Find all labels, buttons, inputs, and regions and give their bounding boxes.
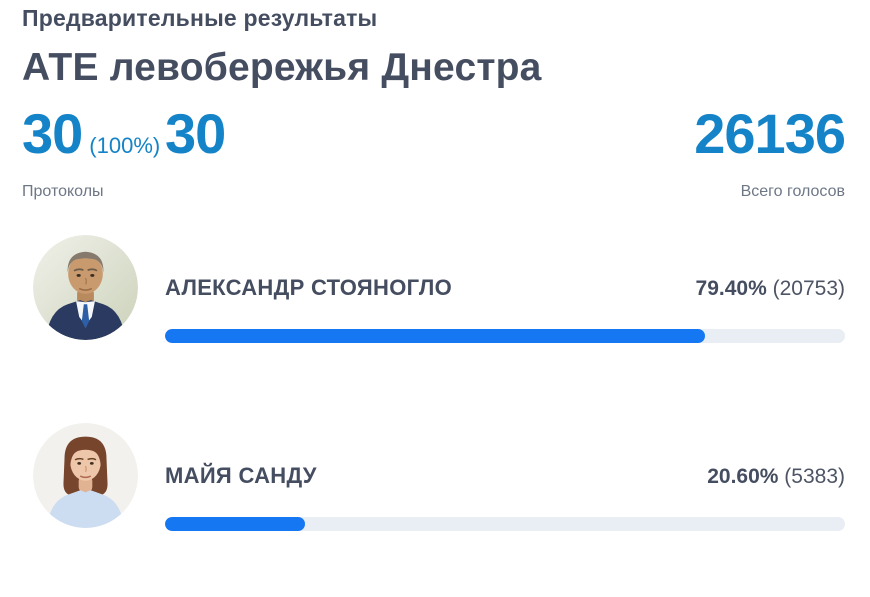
results-panel: Предварительные результаты АТЕ левобереж… xyxy=(22,5,846,531)
candidate-2-result: 20.60% (5383) xyxy=(707,464,845,490)
stats-labels-row: Протоколы Всего голосов xyxy=(22,182,845,202)
candidate-2-name-row: МАЙЯ САНДУ 20.60% (5383) xyxy=(165,463,845,490)
protocols-label: Протоколы xyxy=(22,183,104,200)
total-votes-label: Всего голосов xyxy=(740,183,845,200)
protocols-counted-value: 30 xyxy=(22,102,83,165)
sandu-portrait-image xyxy=(33,423,138,528)
candidate-2-details: МАЙЯ САНДУ 20.60% (5383) xyxy=(165,423,845,531)
candidate-2-percent: 20.60% xyxy=(707,465,779,488)
candidate-1-name-row: АЛЕКСАНДР СТОЯНОГЛО 79.40% (20753) xyxy=(165,275,845,302)
candidate-1-votes: (20753) xyxy=(772,277,845,300)
candidate-2-name: МАЙЯ САНДУ xyxy=(165,463,317,488)
stoianoglo-portrait-image xyxy=(33,235,138,340)
candidate-2-progress-track xyxy=(165,517,845,531)
candidate-2-votes: (5383) xyxy=(784,465,845,488)
protocols-expected-value: 30 xyxy=(165,102,226,165)
candidate-1-percent: 79.40% xyxy=(695,277,767,300)
candidate-1-progress-track xyxy=(165,329,845,343)
protocols-percent-value: (100%) xyxy=(89,133,161,158)
protocols-expected-stat: 30 xyxy=(165,106,226,162)
candidate-1-name: АЛЕКСАНДР СТОЯНОГЛО xyxy=(165,275,453,300)
candidate-1-result: 79.40% (20753) xyxy=(696,276,845,302)
protocols-counted-stat: 30 (100%) xyxy=(22,102,165,165)
candidate-1-details: АЛЕКСАНДР СТОЯНОГЛО 79.40% (20753) xyxy=(165,235,845,343)
results-supertitle: Предварительные результаты xyxy=(22,5,378,31)
candidate-row-2: МАЙЯ САНДУ 20.60% (5383) xyxy=(22,423,845,531)
total-votes-stat: 26136 xyxy=(694,106,846,162)
candidate-1-progress-fill xyxy=(165,329,705,343)
region-title: АТЕ левобережья Днестра xyxy=(22,46,542,89)
stats-row: 30 (100%) 30 26136 xyxy=(22,102,846,165)
candidate-1-avatar xyxy=(33,235,138,340)
total-votes-value: 26136 xyxy=(694,102,846,165)
candidate-row-1: АЛЕКСАНДР СТОЯНОГЛО 79.40% (20753) xyxy=(22,235,845,343)
candidate-2-progress-fill xyxy=(165,517,306,531)
candidate-2-avatar xyxy=(33,423,138,528)
